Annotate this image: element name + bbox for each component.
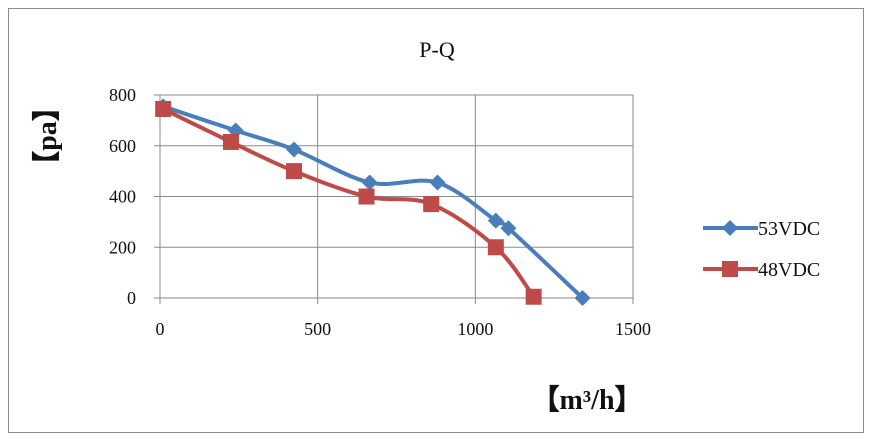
data-point-48vdc-3 — [358, 188, 375, 205]
grid — [159, 94, 634, 299]
data-point-48vdc-6 — [525, 288, 542, 305]
chart-frame — [8, 8, 864, 433]
legend-label-48vdc: 48VDC — [758, 259, 820, 281]
y-tick-label: 800 — [109, 85, 136, 105]
data-point-53vdc-3 — [361, 174, 378, 191]
data-point-48vdc-5 — [487, 239, 504, 256]
data-point-48vdc-2 — [286, 163, 303, 180]
legend-marker-53vdc — [722, 220, 738, 236]
x-tick-label: 1000 — [457, 319, 493, 339]
series-line-48vdc — [161, 106, 536, 299]
y-tick-label: 200 — [109, 237, 136, 257]
x-tick-label: 500 — [304, 319, 331, 339]
y-axis-label: 【pa】 — [31, 93, 63, 179]
x-tick-label: 1500 — [615, 319, 651, 339]
data-point-53vdc-2 — [286, 141, 303, 158]
chart-title: P-Q — [419, 37, 455, 62]
data-point-48vdc-4 — [423, 196, 440, 213]
ticks: 0 200 400 600 800 0 500 1000 1500 — [109, 85, 651, 339]
x-axis-label: 【m³/h】 — [531, 384, 642, 416]
legend: 53VDC 48VDC — [703, 218, 820, 281]
data-point-53vdc-7 — [574, 290, 591, 306]
data-point-53vdc-4 — [429, 174, 446, 191]
series-layer — [155, 98, 591, 306]
data-point-53vdc-5 — [487, 212, 504, 229]
x-tick-label: 0 — [156, 319, 165, 339]
data-point-48vdc-0 — [155, 100, 172, 117]
axes — [154, 94, 634, 304]
data-point-53vdc-6 — [500, 220, 517, 237]
y-tick-label: 600 — [109, 136, 136, 156]
y-tick-label: 400 — [109, 187, 136, 207]
legend-label-53vdc: 53VDC — [758, 218, 820, 240]
y-tick-label: 0 — [127, 288, 136, 308]
data-point-48vdc-1 — [222, 133, 239, 150]
legend-marker-48vdc — [722, 261, 738, 277]
